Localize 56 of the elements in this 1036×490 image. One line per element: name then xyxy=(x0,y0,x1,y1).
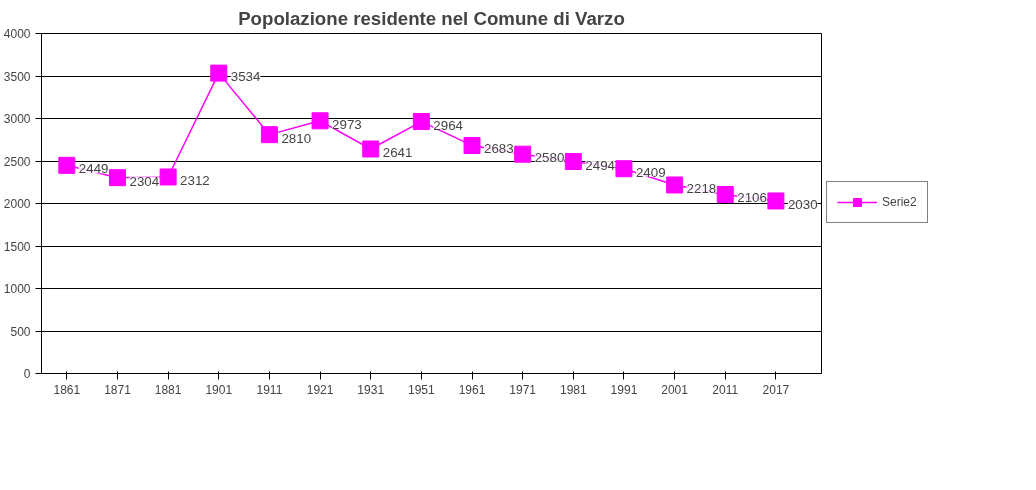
data-label: 2409 xyxy=(635,164,666,180)
data-label: 2494 xyxy=(585,157,616,173)
y-tick-label: 3000 xyxy=(3,112,31,126)
point xyxy=(463,136,481,154)
x-tick-label: 1911 xyxy=(256,382,283,397)
point xyxy=(716,185,734,203)
y-tick-label: 0 xyxy=(23,367,31,381)
data-label: 2810 xyxy=(281,130,312,146)
point xyxy=(210,64,228,82)
x-tick-label: 1951 xyxy=(408,382,436,397)
x-tick-label: 1881 xyxy=(154,382,182,397)
point xyxy=(108,169,126,187)
y-tick-label: 1000 xyxy=(3,282,31,296)
y-tick-label: 3500 xyxy=(3,69,31,84)
point xyxy=(615,160,633,178)
data-label: 2449 xyxy=(78,161,109,177)
data-label: 2312 xyxy=(180,172,210,188)
y-tick-label: 2000 xyxy=(3,197,31,211)
point xyxy=(412,113,430,131)
x-tick-label: 2011 xyxy=(712,382,739,397)
point xyxy=(514,145,532,163)
point xyxy=(260,126,278,144)
x-tick-label: 1931 xyxy=(357,382,385,397)
data-label: 2106 xyxy=(737,190,767,206)
x-tick-label: 1901 xyxy=(205,382,233,397)
y-tick-label: 4000 xyxy=(3,27,31,41)
x-tick-label: 1961 xyxy=(458,382,486,397)
chart-title: Popolazione residente nel Comune di Varzo xyxy=(238,7,625,29)
x-tick-label: 2001 xyxy=(661,382,689,397)
x-tick-label: 1921 xyxy=(306,382,334,397)
data-label: 2304 xyxy=(129,173,160,189)
x-tick-label: 1981 xyxy=(559,382,587,397)
data-label: 2030 xyxy=(787,196,818,212)
point xyxy=(564,153,582,171)
x-tick-label: 1861 xyxy=(53,382,81,397)
data-label: 2964 xyxy=(433,117,464,133)
x-tick-label: 1991 xyxy=(610,382,638,397)
data-label: 2641 xyxy=(382,145,413,161)
point xyxy=(666,176,684,194)
data-label: 3534 xyxy=(230,69,262,85)
x-tick-label: 2017 xyxy=(762,382,790,397)
data-label: 2218 xyxy=(686,180,717,196)
y-tick-label: 2500 xyxy=(3,154,31,169)
x-tick-label: 1871 xyxy=(104,382,132,397)
point xyxy=(362,140,380,158)
y-tick-label: 1500 xyxy=(3,239,31,254)
data-label: 2973 xyxy=(332,116,362,132)
point xyxy=(159,168,177,186)
point xyxy=(311,112,329,130)
x-tick-label: 1971 xyxy=(509,382,537,397)
point xyxy=(58,156,76,174)
data-label: 2580 xyxy=(534,150,565,166)
y-tick-label: 500 xyxy=(10,324,31,339)
point xyxy=(767,192,785,210)
legend-label: Serie2 xyxy=(882,195,917,209)
data-label: 2683 xyxy=(484,141,514,157)
